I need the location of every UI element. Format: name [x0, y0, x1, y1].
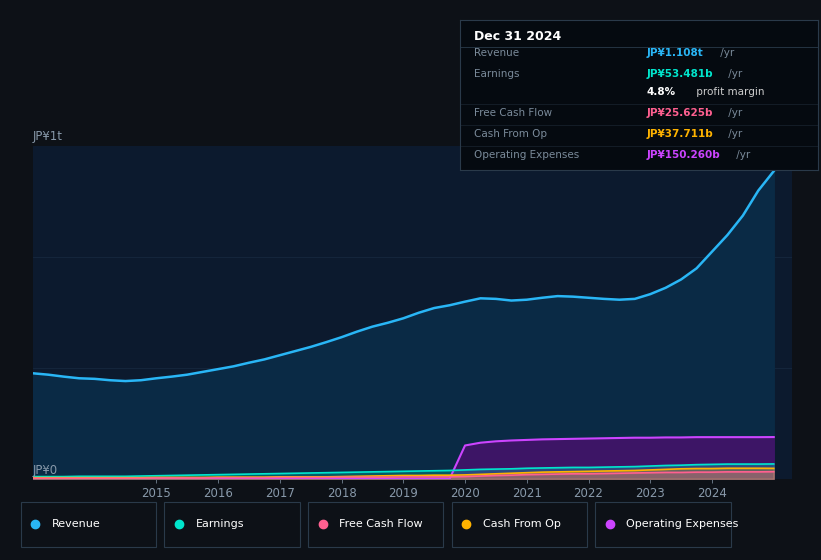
Text: Earnings: Earnings: [475, 69, 520, 79]
Text: Cash From Op: Cash From Op: [475, 129, 548, 139]
Text: Operating Expenses: Operating Expenses: [626, 519, 739, 529]
Text: Operating Expenses: Operating Expenses: [475, 150, 580, 160]
Text: Revenue: Revenue: [475, 48, 520, 58]
Text: /yr: /yr: [733, 150, 750, 160]
Text: Free Cash Flow: Free Cash Flow: [339, 519, 423, 529]
Text: JP¥1t: JP¥1t: [33, 130, 63, 143]
Text: /yr: /yr: [725, 69, 742, 79]
Text: JP¥150.260b: JP¥150.260b: [646, 150, 720, 160]
Text: JP¥25.625b: JP¥25.625b: [646, 108, 713, 118]
Text: Free Cash Flow: Free Cash Flow: [475, 108, 553, 118]
Text: Cash From Op: Cash From Op: [483, 519, 561, 529]
Text: Revenue: Revenue: [52, 519, 100, 529]
Text: /yr: /yr: [725, 108, 742, 118]
Text: Dec 31 2024: Dec 31 2024: [475, 30, 562, 44]
Text: JP¥53.481b: JP¥53.481b: [646, 69, 713, 79]
Text: /yr: /yr: [725, 129, 742, 139]
Text: profit margin: profit margin: [693, 87, 764, 97]
Text: 4.8%: 4.8%: [646, 87, 676, 97]
Text: Earnings: Earnings: [195, 519, 244, 529]
Text: JP¥0: JP¥0: [33, 464, 58, 477]
Text: JP¥37.711b: JP¥37.711b: [646, 129, 713, 139]
Text: JP¥1.108t: JP¥1.108t: [646, 48, 703, 58]
Text: /yr: /yr: [717, 48, 734, 58]
